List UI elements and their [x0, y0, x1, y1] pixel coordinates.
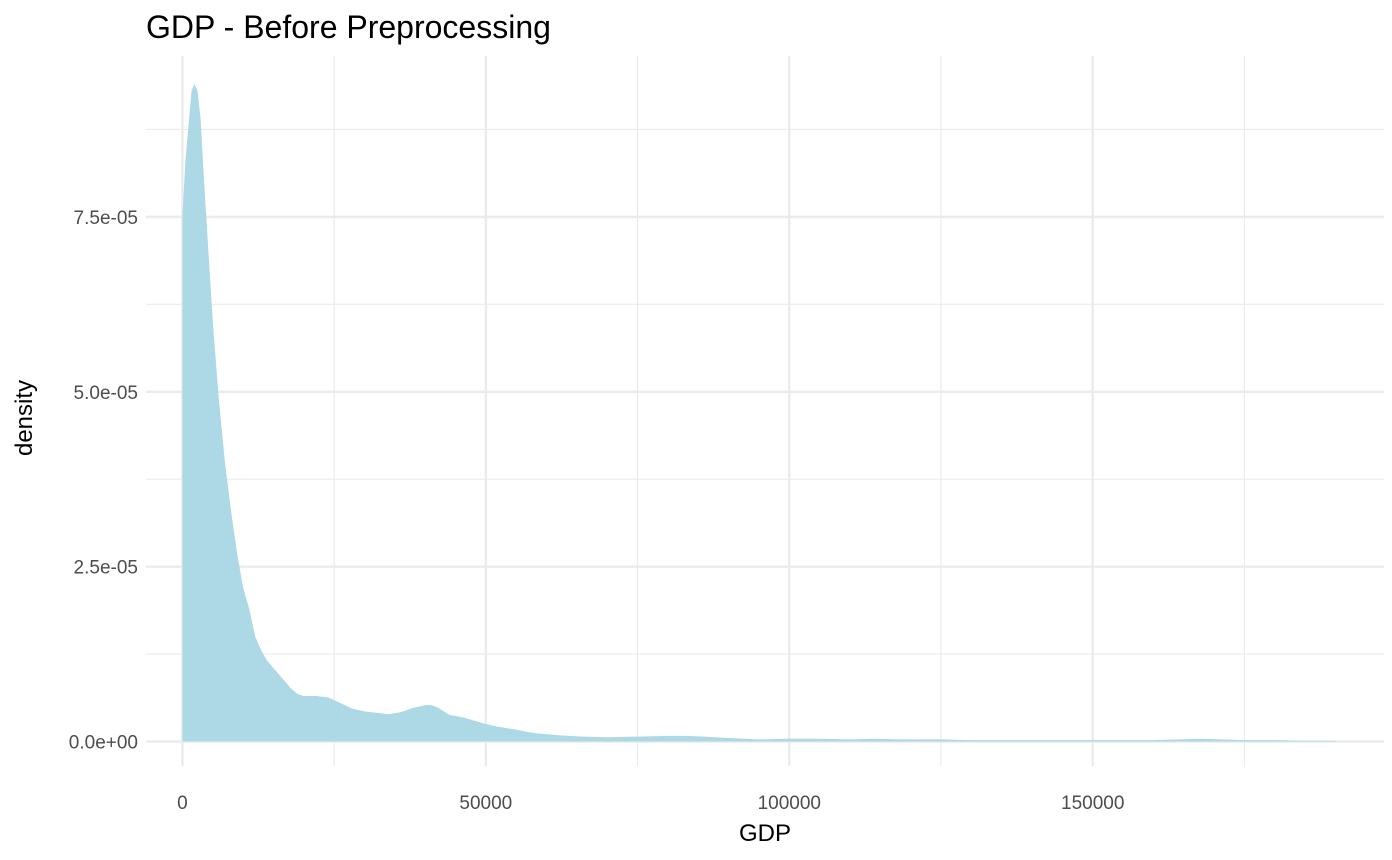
x-axis-ticks: 0 50000 100000 150000 [177, 793, 1124, 814]
y-tick-label: 2.5e-05 [74, 558, 138, 579]
density-area [182, 84, 1336, 742]
x-tick-label: 100000 [758, 793, 821, 814]
grid-layer [146, 56, 1384, 766]
chart-title: GDP - Before Preprocessing [146, 9, 551, 45]
y-tick-label: 7.5e-05 [74, 208, 138, 229]
data-layer [182, 84, 1336, 742]
y-tick-label: 0.0e+00 [69, 733, 138, 754]
y-axis-title: density [11, 380, 38, 456]
x-tick-label: 150000 [1061, 793, 1124, 814]
y-axis-ticks: 0.0e+00 2.5e-05 5.0e-05 7.5e-05 [69, 208, 138, 754]
y-tick-label: 5.0e-05 [74, 383, 138, 404]
x-tick-label: 0 [177, 793, 188, 814]
x-axis-title: GDP [739, 820, 791, 847]
x-tick-label: 50000 [459, 793, 512, 814]
